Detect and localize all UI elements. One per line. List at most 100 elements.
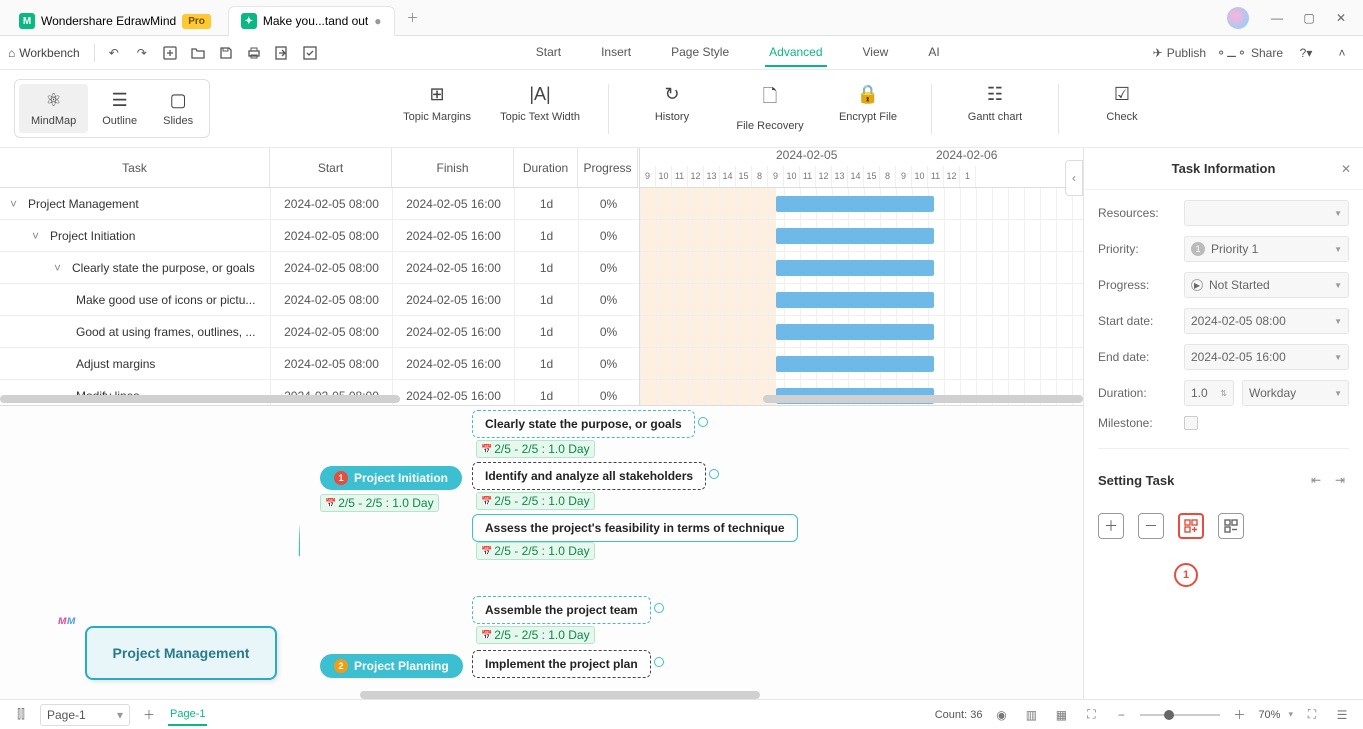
undo-button[interactable]: ↶ xyxy=(101,40,127,66)
open-button[interactable] xyxy=(185,40,211,66)
field-duration-num[interactable]: 1.0⇅ xyxy=(1184,380,1234,406)
share-button[interactable]: ⚬⚊⚬Share xyxy=(1216,46,1283,60)
tool-topic-margins[interactable]: ⊞Topic Margins xyxy=(402,84,472,134)
handle-icon[interactable] xyxy=(654,603,664,613)
tool-text-width[interactable]: |A|Topic Text Width xyxy=(500,84,580,134)
panel-close-button[interactable]: ✕ xyxy=(1341,162,1351,176)
handle-icon[interactable] xyxy=(654,657,664,667)
app-tab[interactable]: M Wondershare EdrawMind Pro xyxy=(6,6,224,36)
gantt-hscroll[interactable] xyxy=(0,395,1083,405)
gantt-bar[interactable] xyxy=(776,292,934,308)
avatar[interactable] xyxy=(1227,7,1249,29)
mm-tag-s4: 📅 2/5 - 2/5 : 1.0 Day xyxy=(476,626,595,644)
gantt-bar[interactable] xyxy=(776,260,934,276)
add-page-button[interactable]: ＋ xyxy=(138,704,160,726)
field-resources[interactable]: ▼ xyxy=(1184,200,1349,226)
menu-advanced[interactable]: Advanced xyxy=(765,39,826,67)
add-task-button[interactable]: ＋ xyxy=(1098,513,1124,539)
export-button[interactable] xyxy=(269,40,295,66)
tool-check[interactable]: ☑Check xyxy=(1087,84,1157,134)
table-row[interactable]: Adjust margins 2024-02-05 08:00 2024-02-… xyxy=(0,348,639,380)
handle-icon[interactable] xyxy=(709,469,719,479)
mm-branch-2[interactable]: 2Project Planning xyxy=(320,654,463,678)
document-tab[interactable]: ✦ Make you...tand out ● xyxy=(228,6,395,36)
mm-sub-4[interactable]: Assemble the project team xyxy=(472,596,651,624)
page-selector[interactable]: Page-1▾ xyxy=(40,704,130,726)
zoom-out-button[interactable]: − xyxy=(1110,704,1132,726)
minimize-button[interactable]: — xyxy=(1261,4,1293,32)
fullscreen-button[interactable]: ⛶ xyxy=(1301,704,1323,726)
grid-remove-button[interactable] xyxy=(1218,513,1244,539)
view-mindmap[interactable]: ⚛MindMap xyxy=(19,84,88,133)
table-row[interactable]: Make good use of icons or pictu... 2024-… xyxy=(0,284,639,316)
table-row[interactable]: Good at using frames, outlines, ... 2024… xyxy=(0,316,639,348)
panel-toggle-button[interactable]: ☰ xyxy=(1331,704,1353,726)
menu-start[interactable]: Start xyxy=(532,39,565,67)
zoom-in-button[interactable]: ＋ xyxy=(1228,704,1250,726)
outdent-icon[interactable]: ⇥ xyxy=(1331,471,1349,489)
indent-icon[interactable]: ⇤ xyxy=(1307,471,1325,489)
collapse-gantt-button[interactable]: ‹ xyxy=(1065,160,1083,196)
home-icon: ⌂ xyxy=(8,46,15,60)
workbench-button[interactable]: ⌂ Workbench xyxy=(8,46,80,60)
redo-button[interactable]: ↷ xyxy=(129,40,155,66)
field-duration-unit[interactable]: Workday▼ xyxy=(1242,380,1349,406)
globe-button[interactable]: ◉ xyxy=(990,704,1012,726)
view-slides[interactable]: ▢Slides xyxy=(151,84,205,133)
view-outline[interactable]: ☰Outline xyxy=(90,84,149,133)
mindmap-canvas[interactable]: ᴍᴍ Project Management 1Project Initiatio… xyxy=(0,406,1083,699)
hour-cell: 1 xyxy=(960,166,976,187)
help-button[interactable]: ?▾ xyxy=(1293,40,1319,66)
menu-ai[interactable]: AI xyxy=(924,39,943,67)
page-label[interactable]: Page-1 xyxy=(168,704,207,726)
gantt-bar[interactable] xyxy=(776,356,934,372)
tool-file-recovery[interactable]: 🗋File Recovery xyxy=(735,84,805,134)
check-icon: ☑ xyxy=(1114,84,1130,105)
gantt-bar[interactable] xyxy=(776,228,934,244)
field-priority[interactable]: 1Priority 1▼ xyxy=(1184,236,1349,262)
mm-sub-2[interactable]: Identify and analyze all stakeholders xyxy=(472,462,706,490)
menu-pagestyle[interactable]: Page Style xyxy=(667,39,733,67)
field-progress[interactable]: ▸Not Started▼ xyxy=(1184,272,1349,298)
layout1-button[interactable]: ▥ xyxy=(1020,704,1042,726)
publish-button[interactable]: ✈Publish xyxy=(1153,46,1206,60)
mm-sub-3[interactable]: Assess the project's feasibility in term… xyxy=(472,514,798,542)
hour-cell: 14 xyxy=(848,166,864,187)
add-tab-button[interactable]: ＋ xyxy=(399,4,427,32)
layout2-button[interactable]: ▦ xyxy=(1050,704,1072,726)
mm-branch-1[interactable]: 1Project Initiation xyxy=(320,466,462,490)
menu-tabs: Start Insert Page Style Advanced View AI xyxy=(325,39,1151,67)
close-button[interactable]: ✕ xyxy=(1325,4,1357,32)
field-enddate[interactable]: 2024-02-05 16:00▼ xyxy=(1184,344,1349,370)
menu-insert[interactable]: Insert xyxy=(597,39,635,67)
zoom-slider[interactable] xyxy=(1140,708,1220,722)
mm-root[interactable]: Project Management xyxy=(85,626,277,680)
menu-view[interactable]: View xyxy=(859,39,893,67)
milestone-checkbox[interactable] xyxy=(1184,416,1198,430)
tool-encrypt[interactable]: 🔒Encrypt File xyxy=(833,84,903,134)
remove-task-button[interactable]: － xyxy=(1138,513,1164,539)
gantt-bar[interactable] xyxy=(776,324,934,340)
fit-button[interactable]: ⛶ xyxy=(1080,704,1102,726)
grid-add-button[interactable] xyxy=(1178,513,1204,539)
table-row[interactable]: ˅Clearly state the purpose, or goals 202… xyxy=(0,252,639,284)
hour-cell: 8 xyxy=(880,166,896,187)
tool-history[interactable]: ↻History xyxy=(637,84,707,134)
mm-sub-1[interactable]: Clearly state the purpose, or goals xyxy=(472,410,695,438)
table-row[interactable]: ˅Project Management 2024-02-05 08:00 202… xyxy=(0,188,639,220)
handle-icon[interactable] xyxy=(698,417,708,427)
new-button[interactable] xyxy=(157,40,183,66)
maximize-button[interactable]: ▢ xyxy=(1293,4,1325,32)
outline-toggle-button[interactable]: ⫿⫿ xyxy=(10,704,32,726)
gantt-bar[interactable] xyxy=(776,196,934,212)
collapse-ribbon-button[interactable]: ˄ xyxy=(1329,40,1355,66)
field-startdate[interactable]: 2024-02-05 08:00▼ xyxy=(1184,308,1349,334)
col-task: Task xyxy=(0,148,270,187)
tool-gantt[interactable]: ☷Gantt chart xyxy=(960,84,1030,134)
table-row[interactable]: ˅Project Initiation 2024-02-05 08:00 202… xyxy=(0,220,639,252)
save-button[interactable] xyxy=(213,40,239,66)
more-button[interactable] xyxy=(297,40,323,66)
print-button[interactable] xyxy=(241,40,267,66)
mm-sub-5[interactable]: Implement the project plan xyxy=(472,650,651,678)
mm-hscroll[interactable] xyxy=(360,691,760,699)
